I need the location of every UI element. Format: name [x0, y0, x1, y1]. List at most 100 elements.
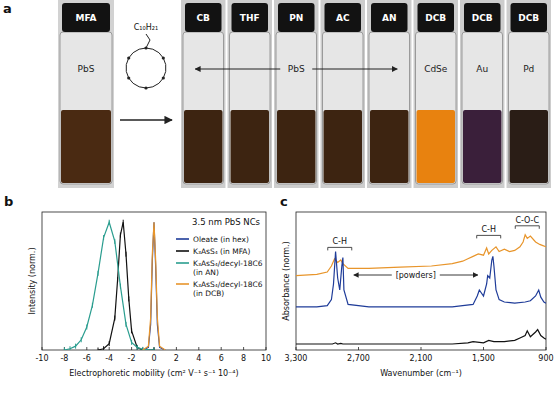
marker: [114, 239, 115, 244]
tick: [131, 347, 132, 350]
legend-swatch: [176, 262, 189, 264]
tick: [483, 347, 484, 350]
annotation: C-H: [333, 237, 348, 246]
plot-frame: [296, 212, 546, 350]
photo-bg: [181, 0, 226, 188]
axis-label: Absorbance (norm.): [282, 241, 291, 321]
tick: [421, 347, 422, 350]
vial-liquid: [370, 110, 409, 183]
marker: [70, 346, 71, 350]
marker: [109, 220, 110, 225]
tick: [176, 347, 177, 350]
vial-cap: [185, 3, 222, 32]
tick: [546, 347, 547, 350]
label: a: [3, 1, 12, 16]
tick: [198, 347, 199, 350]
vial-cap: [325, 3, 362, 32]
vial-liquid: [463, 110, 502, 183]
oxygen: [127, 56, 130, 59]
oxygen: [162, 56, 165, 59]
tick-label: -8: [60, 354, 68, 363]
vial-liquid: [510, 110, 549, 183]
legend-swatch: [176, 250, 189, 252]
tick: [243, 347, 244, 350]
label: THF: [240, 13, 260, 23]
oxygen: [144, 86, 147, 89]
label: DCB: [425, 13, 446, 23]
alkyl-tail: [146, 34, 150, 48]
vial-cap: [278, 3, 315, 32]
tick: [109, 347, 110, 350]
legend-line: K₃AsS₄/decyl-18C6: [193, 280, 263, 289]
tick-label: -10: [35, 354, 48, 363]
tick-label: 1,500: [472, 354, 495, 363]
vial-cap: [418, 3, 455, 32]
axis-label: Wavenumber (cm⁻¹): [380, 369, 462, 378]
legend-line: (in AN): [193, 268, 219, 277]
group-arrow: [195, 69, 280, 70]
vial-glass: [416, 32, 457, 184]
series-line: [296, 235, 546, 276]
vial-glass: [509, 32, 550, 184]
marker: [120, 233, 121, 238]
legend-line: K₃AsS₄/decyl-18C6: [193, 259, 263, 268]
oxygen: [162, 76, 165, 79]
label: PbS: [288, 64, 305, 74]
reaction-arrow: [120, 119, 172, 120]
annotation: C-H: [481, 225, 496, 234]
tick-label: 2,100: [410, 354, 433, 363]
tick: [42, 347, 43, 350]
photo-bg: [507, 0, 552, 188]
marker: [128, 296, 129, 301]
annotation-bracket: [328, 247, 352, 250]
photo-bg: [321, 0, 366, 188]
label: Pd: [523, 64, 534, 74]
vial-glass: [230, 32, 271, 184]
marker: [123, 220, 124, 225]
marker: [103, 346, 104, 350]
marker: [154, 348, 155, 351]
tick-label: 3,300: [285, 354, 308, 363]
vial-liquid: [231, 110, 270, 183]
tick-label: -2: [128, 354, 136, 363]
tick-label: 4: [196, 354, 201, 363]
series-line: [296, 252, 546, 307]
photo-bg: [274, 0, 319, 188]
photo-bg: [414, 0, 459, 188]
marker: [131, 328, 132, 333]
marker: [117, 277, 118, 282]
label: b: [4, 194, 13, 209]
marker: [120, 284, 121, 289]
label: C₁₀H₂₁: [134, 23, 158, 32]
legend-entry: Oleate (in hex): [193, 235, 249, 244]
legend-entry: K₃AsS₄/decyl-18C6(in AN): [193, 259, 263, 277]
tick-label: -4: [105, 354, 113, 363]
vial-cap: [464, 3, 501, 32]
vial-cap: [232, 3, 269, 32]
label: PbS: [78, 64, 95, 74]
series-line: [296, 330, 546, 344]
tick-label: 900: [538, 354, 553, 363]
tick-label: 2,700: [347, 354, 370, 363]
legend-swatch: [176, 238, 189, 240]
chart-title: 3.5 nm PbS NCs: [192, 217, 261, 227]
vial-liquid: [324, 110, 363, 183]
vial-glass: [462, 32, 503, 184]
oxygen: [127, 76, 130, 79]
series-line: [98, 222, 154, 350]
plot-area: [64, 220, 165, 350]
photo-bg: [228, 0, 273, 188]
crown-ether: [126, 48, 165, 88]
figure: aMFAPbSCBTHFPNACANDCBCdSeDCBAuDCBPdPbSC₁…: [0, 0, 554, 398]
marker: [81, 337, 82, 342]
annotation-arrow: [440, 275, 478, 276]
tick: [358, 347, 359, 350]
marker: [137, 345, 138, 350]
label: c: [280, 194, 288, 209]
label: PN: [289, 13, 303, 23]
tick-label: -6: [83, 354, 91, 363]
legend-swatch: [176, 283, 189, 285]
series-line: [143, 222, 165, 350]
legend-entry: K₃AsS₄/decyl-18C6(in DCB): [193, 280, 263, 298]
photo-bg: [58, 0, 114, 188]
